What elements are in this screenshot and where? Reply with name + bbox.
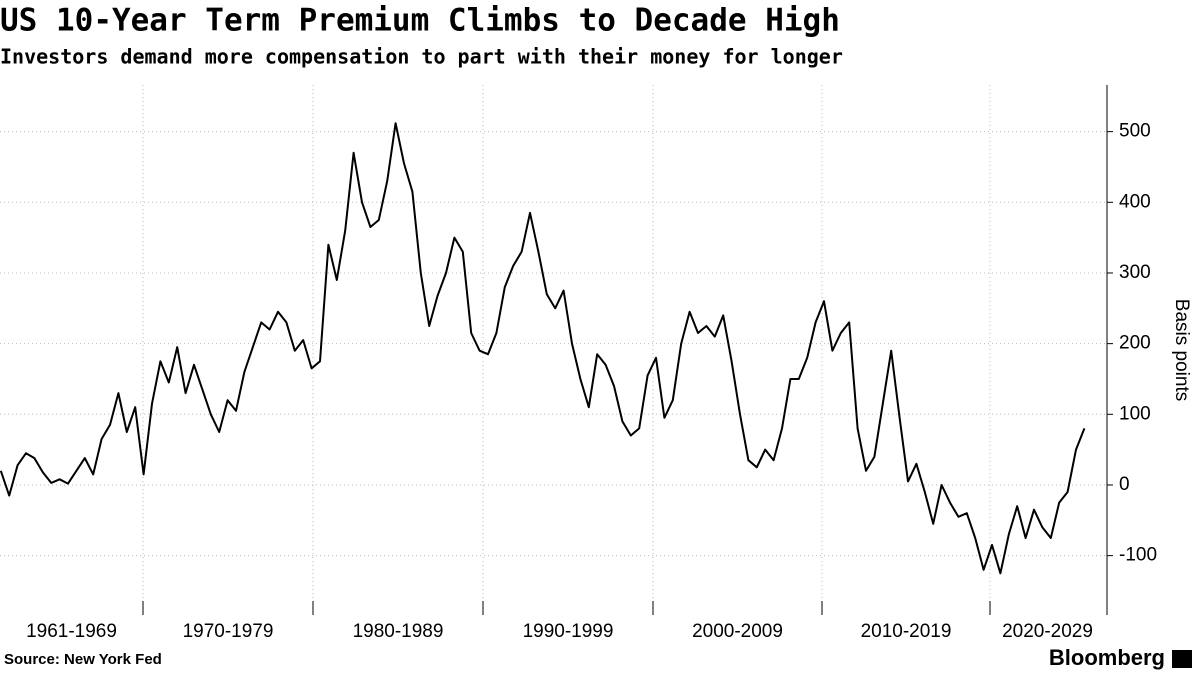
chart-title: US 10-Year Term Premium Climbs to Decade… [0,3,840,39]
x-tick-label: 2000-2009 [692,621,783,642]
x-tick-label: 2020-2029 [1002,621,1093,642]
y-axis-label: Basis points [1171,299,1192,401]
brand-icon [1172,650,1192,668]
y-tick-label: 500 [1119,121,1151,142]
brand: Bloomberg [1049,645,1165,670]
y-tick-label: 400 [1119,191,1151,212]
x-tick-label: 1961-1969 [26,621,117,642]
line [0,122,1086,575]
y-tick-label: -100 [1119,545,1157,566]
x-tick-label: 1980-1989 [353,621,444,642]
source: Source: New York Fed [4,651,162,668]
chart-subtitle: Investors demand more compensation to pa… [0,45,843,69]
y-tick-label: 0 [1119,474,1130,495]
x-tick-label: 1970-1979 [183,621,274,642]
x-tick-label: 1990-1999 [523,621,614,642]
y-tick-label: 200 [1119,333,1151,354]
y-tick-label: 100 [1119,403,1151,424]
x-tick-label: 2010-2019 [861,621,952,642]
y-tick-label: 300 [1119,262,1151,283]
